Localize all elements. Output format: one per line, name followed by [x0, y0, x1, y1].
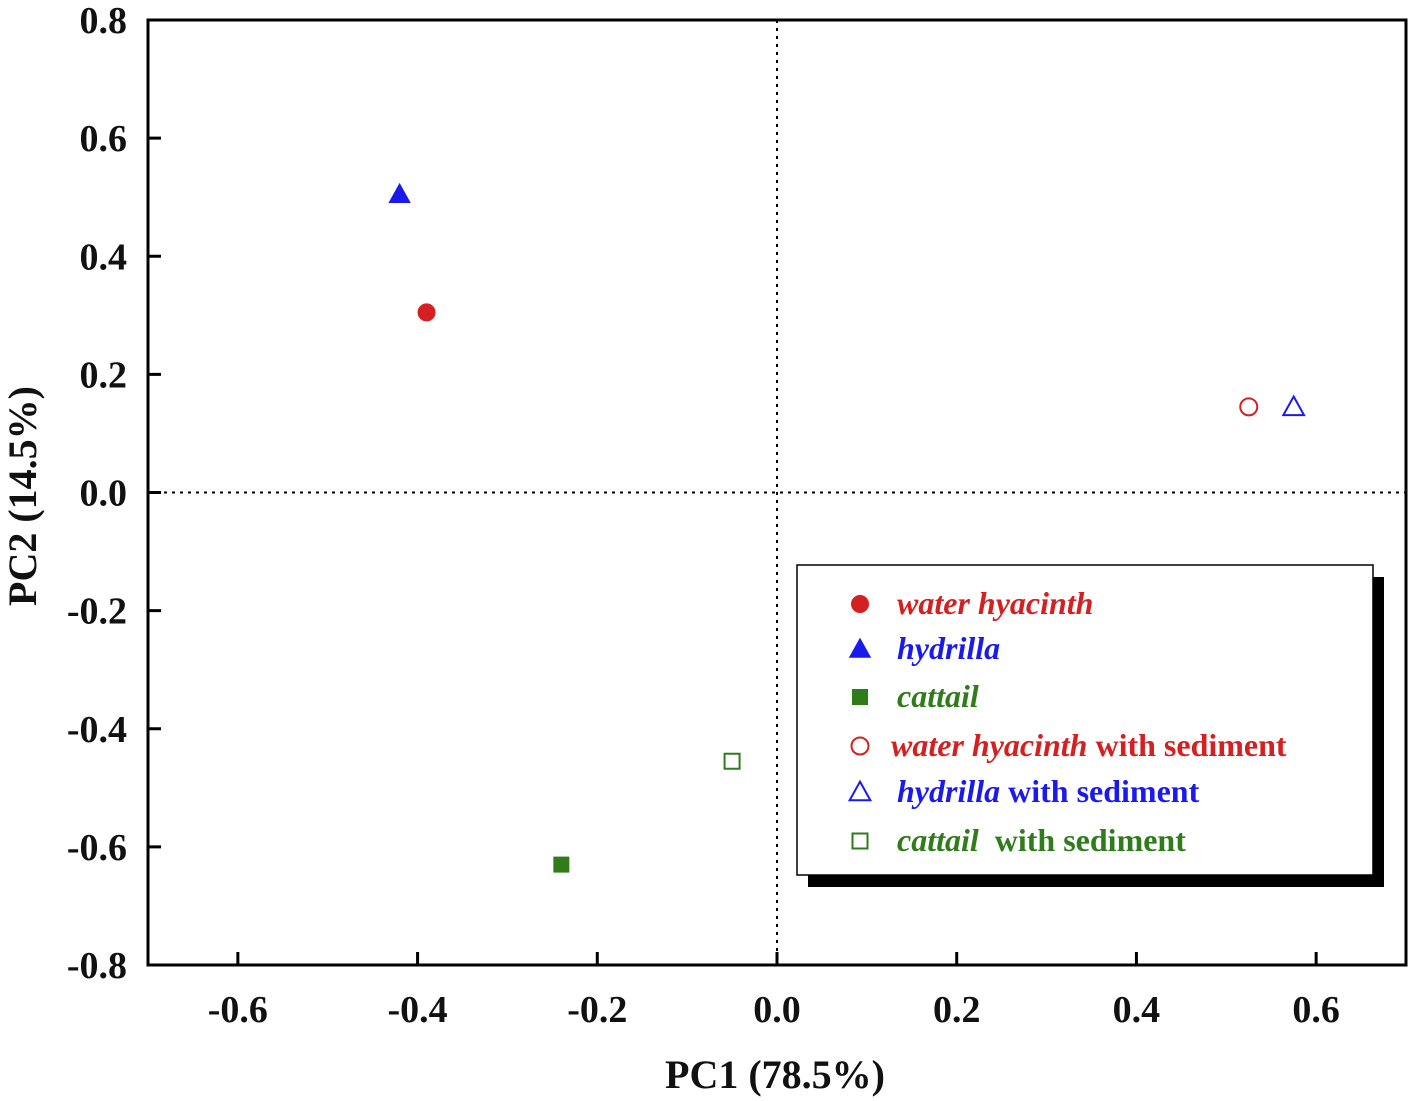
legend-marker-cattail	[852, 689, 868, 705]
data-point-cattail	[553, 856, 570, 873]
x-tick-label: 0.0	[753, 989, 801, 1031]
data-point-hydrilla	[388, 182, 411, 204]
data-point-cattail-with-sediment	[723, 752, 741, 770]
y-tick-label: -0.4	[67, 709, 127, 751]
y-tick-label: -0.6	[67, 827, 127, 869]
y-tick-label: 0.4	[80, 236, 128, 278]
data-point-water-hyacinth	[417, 303, 436, 322]
y-tick-label: 0.6	[80, 118, 128, 160]
legend-label: hydrilla	[897, 630, 1000, 666]
legend-marker-cattail-with-sediment	[851, 832, 869, 850]
legend-marker-water-hyacinth	[851, 595, 869, 613]
legend-label: cattail with sediment	[897, 822, 1186, 858]
data-point-water-hyacinth-with-sediment	[1239, 397, 1259, 417]
x-tick-label: -0.6	[208, 989, 268, 1031]
x-tick-label: 0.6	[1292, 989, 1340, 1031]
y-tick-label: 0.2	[80, 354, 128, 396]
y-tick-label: 0.0	[80, 473, 128, 515]
x-tick-label: -0.2	[567, 989, 627, 1031]
x-tick-label: 0.2	[933, 989, 981, 1031]
y-axis-title: PC2 (14.5%)	[0, 386, 45, 606]
legend: water hyacinth hydrilla cattail water hyaci…	[796, 564, 1384, 887]
legend-marker-hydrilla-with-sediment	[847, 779, 873, 802]
legend-box	[796, 564, 1374, 876]
legend-label: hydrilla with sediment	[897, 773, 1200, 809]
legend-label: cattail	[897, 678, 979, 714]
legend-marker-hydrilla	[848, 637, 872, 658]
y-tick-label: -0.8	[67, 945, 127, 987]
y-tick-label: -0.2	[67, 591, 127, 633]
y-tick-label: 0.8	[80, 0, 128, 42]
x-tick-label: 0.4	[1113, 989, 1161, 1031]
legend-label: water hyacinth with sediment	[891, 727, 1287, 763]
data-point-hydrilla-with-sediment	[1281, 394, 1306, 417]
x-axis-title: PC1 (78.5%)	[665, 1052, 885, 1097]
legend-label: water hyacinth	[897, 585, 1093, 621]
x-tick-label: -0.4	[387, 989, 447, 1031]
legend-marker-water-hyacinth-with-sediment	[850, 736, 870, 756]
